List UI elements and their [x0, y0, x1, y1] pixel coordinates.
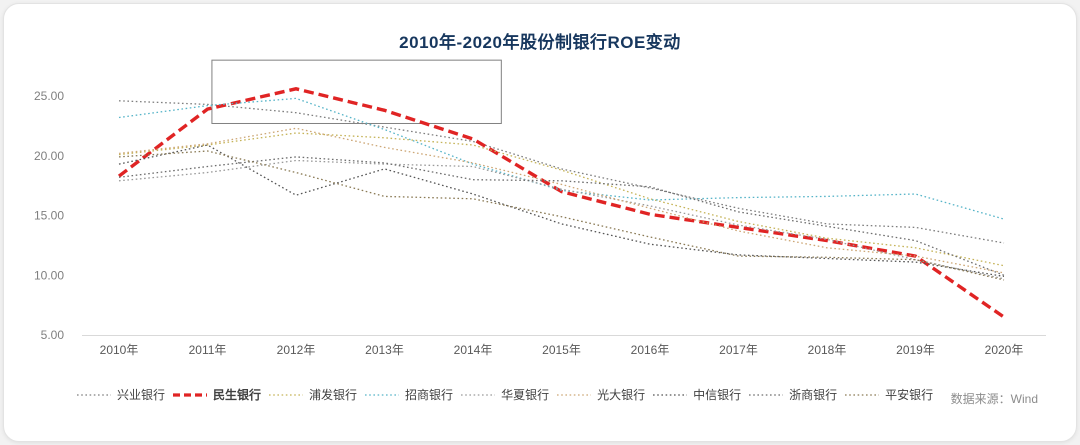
- legend-item: 招商银行: [364, 386, 453, 403]
- legend-label: 民生银行: [213, 388, 262, 402]
- x-tick-label: 2020年: [985, 343, 1024, 357]
- series-line: [118, 159, 1005, 280]
- series-line: [118, 150, 1005, 281]
- legend-line-icon: [653, 393, 688, 396]
- y-tick-label: 15.00: [34, 209, 64, 223]
- legend-item: 华夏银行: [460, 386, 549, 403]
- legend-label: 浦发银行: [309, 388, 358, 402]
- y-tick-label: 20.00: [34, 149, 64, 163]
- legend-item: 浦发银行: [268, 386, 357, 403]
- series-line: [117, 87, 1005, 319]
- legend-item: 光大银行: [556, 386, 645, 403]
- data-source-text: 数据来源：Wind: [950, 392, 1038, 406]
- legend-line-icon: [173, 392, 208, 397]
- chart-legend: 兴业银行 民生银行 浦发银行 招商银行 华夏银行 光大银行 中信银行 浙商银行 平安银行: [76, 386, 956, 403]
- annotation-box: [211, 59, 502, 124]
- legend-line-icon: [77, 393, 111, 396]
- line-chart: 25.00 20.00 15.00 10.00 5.00 2010年 2011年 2012年 2…: [34, 59, 1046, 357]
- x-tick-label: 2016年: [631, 343, 670, 357]
- legend-item: 浙商银行: [748, 386, 837, 403]
- x-tick-label: 2010年: [100, 343, 139, 357]
- x-tick-label: 2011年: [189, 343, 227, 357]
- x-tick-label: 2017年: [719, 343, 758, 357]
- legend-line-icon: [749, 393, 784, 396]
- x-tick-label: 2019年: [896, 343, 935, 357]
- series-line: [118, 100, 1005, 244]
- chart-card: 2010年-2020年股份制银行ROE变动 25.00 20.00 15.00 10.…: [3, 3, 1077, 442]
- legend-label: 平安银行: [885, 388, 934, 402]
- y-tick-label: 25.00: [34, 89, 64, 103]
- legend-label: 光大银行: [597, 388, 646, 402]
- x-tick-label: 2014年: [454, 343, 493, 357]
- x-tick-label: 2015年: [542, 343, 581, 357]
- x-tick-label: 2012年: [277, 343, 316, 357]
- legend-line-icon: [557, 393, 592, 396]
- legend-label: 华夏银行: [501, 388, 550, 402]
- series-line: [118, 132, 1005, 267]
- legend-line-icon: [845, 393, 880, 396]
- legend-item: 民生银行: [172, 386, 261, 403]
- legend-label: 招商银行: [405, 388, 454, 402]
- legend-line-icon: [461, 393, 496, 396]
- series-line: [118, 156, 1005, 276]
- y-tick-label: 5.00: [41, 328, 65, 342]
- legend-item: 中信银行: [652, 386, 741, 403]
- legend-label: 中信银行: [693, 388, 742, 402]
- series-line: [118, 97, 1005, 220]
- series-line: [118, 127, 1005, 274]
- legend-item: 兴业银行: [76, 386, 165, 403]
- legend-line-icon: [365, 393, 400, 396]
- x-tick-label: 2013年: [365, 343, 404, 357]
- legend-label: 浙商银行: [789, 388, 838, 402]
- legend-item: 平安银行: [844, 386, 933, 403]
- legend-label: 兴业银行: [117, 388, 166, 402]
- x-tick-label: 2018年: [808, 343, 847, 357]
- legend-line-icon: [269, 393, 304, 396]
- y-tick-label: 10.00: [34, 268, 64, 282]
- chart-title: 2010年-2020年股份制银行ROE变动: [399, 33, 681, 52]
- series-line: [118, 144, 1005, 278]
